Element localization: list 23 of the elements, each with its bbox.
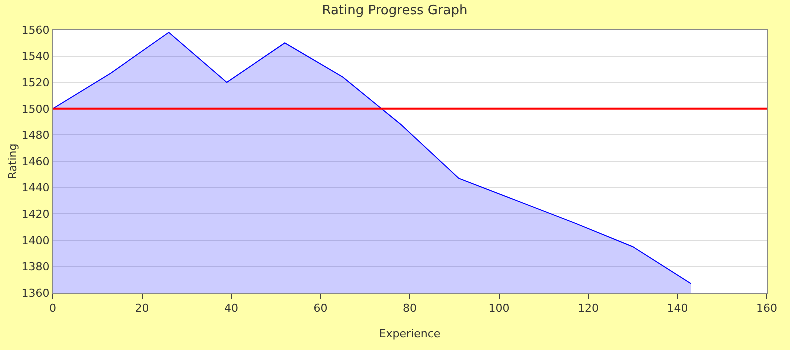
y-tick-label: 1500 [22, 102, 50, 116]
x-tick-label: 160 [756, 302, 778, 316]
y-tick-label: 1560 [22, 24, 50, 37]
x-tick-label: 120 [578, 302, 599, 316]
x-tick-label: 0 [50, 302, 56, 316]
chart-title: Rating Progress Graph [322, 3, 468, 18]
y-tick-label: 1420 [22, 208, 50, 221]
x-tick-label: 40 [224, 302, 238, 316]
y-tick-label: 1460 [22, 155, 50, 168]
y-tick-label: 1440 [22, 182, 50, 195]
y-tick-label: 1360 [22, 286, 50, 300]
y-tick-label: 1380 [22, 260, 50, 274]
x-tick-label: 80 [403, 302, 417, 316]
x-tick-label: 140 [667, 302, 688, 316]
y-tick-label: 1520 [22, 76, 50, 90]
x-tick-label: 100 [488, 302, 510, 316]
x-tick-label: 60 [314, 302, 328, 316]
y-tick-label: 1400 [22, 234, 50, 248]
y-tick-label: 1540 [22, 50, 50, 64]
y-tick-label: 1480 [22, 129, 50, 142]
x-axis-title: Experience [379, 327, 441, 340]
x-tick-label: 20 [135, 302, 150, 316]
y-axis-title: Rating [6, 144, 20, 180]
